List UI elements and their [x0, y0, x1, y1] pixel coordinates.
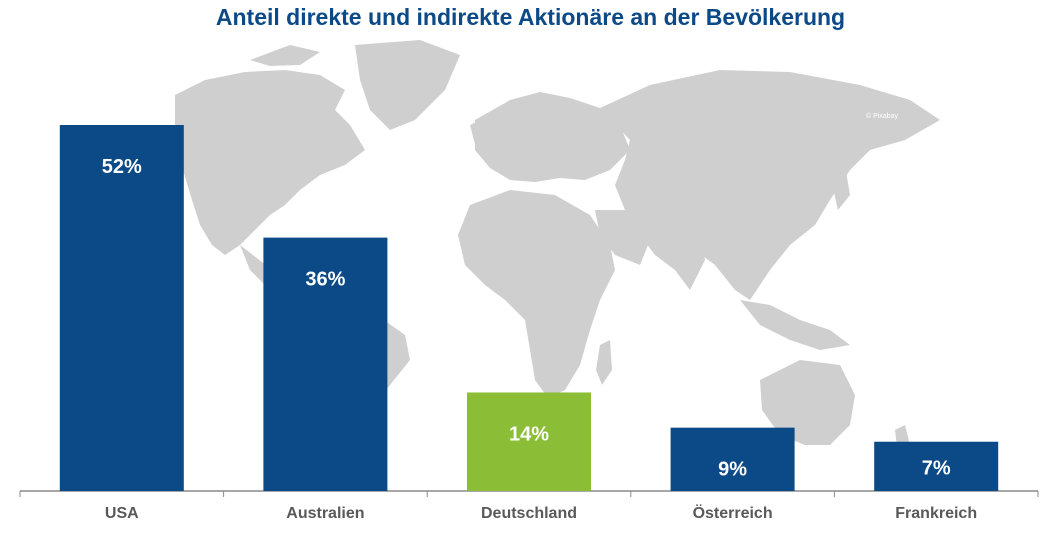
- category-label-frankreich: Frankreich: [895, 505, 977, 522]
- bar-frankreich: [874, 441, 999, 491]
- map-australia: [760, 360, 855, 445]
- map-europe: [475, 92, 630, 182]
- map-southeast-asia: [740, 300, 850, 350]
- bar-usa: [59, 125, 184, 491]
- image-credit: © Pixabay: [866, 113, 899, 120]
- map-japan: [830, 165, 850, 210]
- map-uk: [470, 118, 488, 148]
- map-africa: [458, 190, 615, 398]
- bar-österreich: [670, 427, 795, 491]
- category-label-deutschland: Deutschland: [481, 505, 577, 522]
- category-label-australien: Australien: [286, 505, 364, 522]
- chart-title: Anteil direkte und indirekte Aktionäre a…: [215, 4, 846, 30]
- category-label-österreich: Österreich: [693, 503, 773, 522]
- category-label-usa: USA: [105, 505, 139, 522]
- map-north-america: [175, 70, 365, 255]
- map-greenland: [355, 40, 460, 130]
- data-label-usa: 52%: [102, 156, 142, 178]
- bar-deutschland: [467, 392, 591, 491]
- map-india: [660, 235, 705, 290]
- data-label-österreich: 9%: [718, 459, 747, 481]
- map-canada-islands: [250, 45, 320, 66]
- data-label-deutschland: 14%: [509, 423, 549, 445]
- map-madagascar: [596, 340, 612, 385]
- data-label-frankreich: 7%: [922, 457, 951, 479]
- map-middle-east: [595, 210, 650, 265]
- data-label-australien: 36%: [305, 269, 345, 291]
- bar-australien: [263, 237, 388, 491]
